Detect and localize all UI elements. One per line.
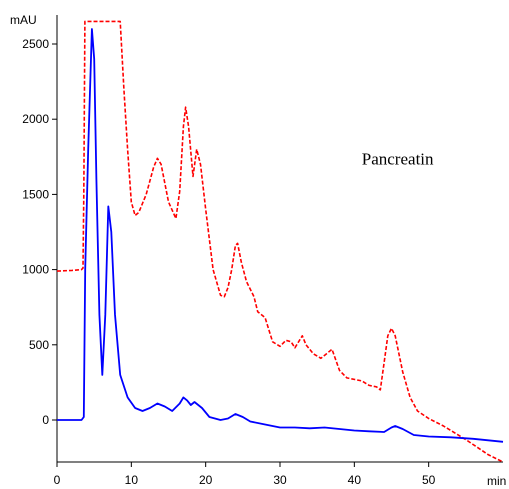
x-axis-unit-label: min [487,474,506,488]
pancreatin-annotation: Pancreatin [362,149,434,168]
series-layer [56,20,504,463]
y-tick-label: 1000 [22,263,49,277]
y-tick-label: 1500 [22,187,49,201]
x-tick-label: 20 [199,473,213,487]
blue-solid-trace [57,28,504,443]
y-tick-label: 500 [29,338,49,352]
x-tick-label: 30 [273,473,287,487]
x-tick-label: 0 [54,473,61,487]
y-tick-label: 0 [42,413,49,427]
y-axis-unit-label: mAU [10,13,37,27]
red-dashed-trace [56,20,504,463]
y-tick-label: 2000 [22,112,49,126]
x-tick-label: 10 [125,473,139,487]
x-tick-label: 50 [422,473,436,487]
x-tick-label: 40 [348,473,362,487]
y-tick-label: 2500 [22,37,49,51]
